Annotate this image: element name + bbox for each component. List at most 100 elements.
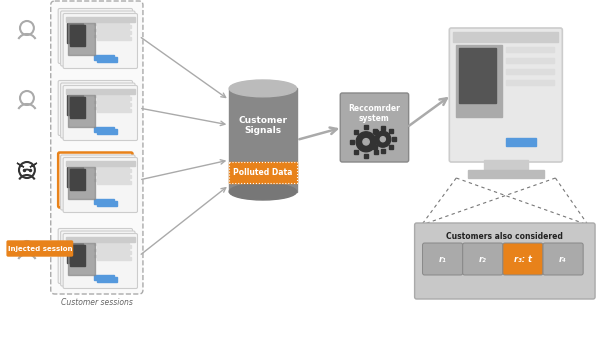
Bar [97, 277, 117, 282]
FancyBboxPatch shape [63, 234, 137, 288]
Bar [66, 89, 134, 94]
Bar [65, 240, 92, 273]
Bar [61, 12, 129, 17]
Circle shape [380, 137, 385, 142]
Bar [67, 166, 83, 187]
Bar [92, 272, 112, 277]
Bar [64, 14, 132, 19]
Bar [97, 25, 131, 27]
Bar [97, 97, 131, 99]
Bar [453, 32, 559, 42]
Bar [92, 176, 126, 179]
Bar [64, 20, 80, 41]
Bar [63, 18, 90, 50]
Bar [364, 154, 368, 158]
Bar [95, 198, 114, 203]
FancyBboxPatch shape [449, 28, 562, 162]
Bar [95, 54, 114, 59]
Bar [92, 20, 126, 23]
Bar [97, 31, 131, 33]
Bar [95, 172, 128, 175]
Text: Injected session: Injected session [8, 246, 72, 252]
Text: Customers also considered: Customers also considered [447, 232, 563, 241]
Bar [66, 17, 134, 22]
Bar [70, 25, 85, 46]
Bar [389, 145, 393, 149]
Bar [97, 201, 117, 206]
Bar [95, 107, 128, 109]
Bar [97, 251, 131, 253]
FancyBboxPatch shape [340, 93, 409, 162]
Bar [92, 164, 126, 166]
Bar [63, 162, 90, 194]
Circle shape [356, 132, 376, 152]
Text: Polluted Data: Polluted Data [233, 168, 293, 177]
FancyBboxPatch shape [503, 243, 543, 275]
Bar [92, 52, 112, 57]
Bar [506, 69, 554, 74]
Bar [95, 35, 128, 37]
Bar [97, 257, 131, 260]
Bar [373, 145, 377, 149]
Bar [64, 234, 132, 239]
Bar [393, 137, 396, 141]
Bar [61, 156, 129, 161]
Bar [97, 37, 131, 40]
Bar [67, 95, 83, 115]
Ellipse shape [229, 80, 297, 97]
FancyBboxPatch shape [63, 86, 137, 140]
Text: Customer
Signals: Customer Signals [238, 116, 287, 135]
Bar [456, 45, 502, 117]
Bar [67, 243, 83, 263]
Bar [64, 240, 80, 261]
Bar [61, 84, 129, 89]
Bar [63, 90, 90, 122]
Bar [95, 274, 114, 279]
Bar [66, 161, 134, 166]
FancyBboxPatch shape [7, 241, 73, 256]
Bar [92, 170, 126, 172]
Bar [61, 231, 129, 237]
Circle shape [375, 131, 391, 147]
Bar [67, 167, 95, 199]
Text: r₁: r₁ [439, 255, 447, 264]
Bar [95, 248, 128, 251]
Bar [97, 57, 117, 62]
FancyBboxPatch shape [463, 243, 503, 275]
Text: r₄: r₄ [559, 255, 567, 264]
Bar [97, 169, 131, 171]
Bar [374, 150, 378, 154]
Bar [95, 100, 128, 103]
Text: r₃: t: r₃: t [514, 255, 532, 264]
FancyBboxPatch shape [58, 153, 132, 207]
Bar [67, 243, 95, 275]
Bar [95, 166, 128, 169]
Bar [92, 104, 126, 107]
Bar [64, 92, 80, 113]
FancyBboxPatch shape [61, 231, 135, 286]
Bar [95, 95, 128, 97]
Bar [389, 129, 393, 133]
Bar [92, 124, 112, 129]
FancyBboxPatch shape [58, 229, 132, 284]
Bar [381, 149, 385, 153]
Polygon shape [17, 163, 24, 167]
FancyBboxPatch shape [58, 81, 132, 135]
Bar [70, 169, 85, 190]
Bar [484, 160, 527, 170]
Bar [95, 255, 128, 257]
Bar [97, 103, 131, 105]
Bar [354, 150, 358, 154]
Bar [373, 129, 377, 133]
Ellipse shape [229, 183, 297, 200]
FancyBboxPatch shape [58, 9, 132, 63]
Bar [92, 26, 126, 28]
FancyBboxPatch shape [63, 14, 137, 68]
Bar [92, 246, 126, 248]
Bar [97, 181, 131, 184]
FancyBboxPatch shape [415, 223, 595, 299]
Bar [95, 179, 128, 181]
FancyBboxPatch shape [61, 11, 135, 66]
Bar [354, 130, 358, 134]
Bar [92, 92, 126, 95]
